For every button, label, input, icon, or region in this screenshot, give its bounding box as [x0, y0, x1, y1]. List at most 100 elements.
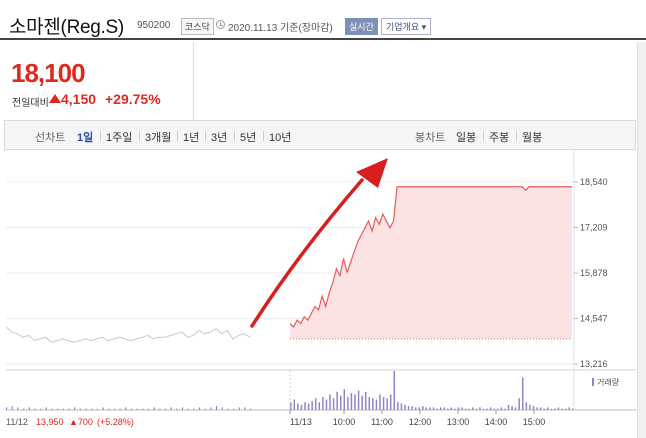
- x-tick-label: 15:00: [523, 417, 546, 427]
- volume-legend: 거래량: [592, 377, 620, 387]
- volume-bar: [293, 399, 296, 410]
- x-tick-label: 10:00: [333, 417, 356, 427]
- volume-bar: [332, 398, 335, 410]
- y-axis: 18,540 17,209 15,878 14,547 13,216: [574, 177, 608, 369]
- volume-bar: [51, 408, 53, 410]
- volume-bar: [464, 408, 467, 410]
- volume-bar: [568, 407, 570, 410]
- volume-bar: [322, 397, 324, 410]
- volume-bar: [227, 408, 229, 410]
- x-tick-label: 12:00: [409, 417, 432, 427]
- volume-bar: [142, 408, 144, 410]
- volume-bar: [518, 398, 520, 410]
- volume-bar: [364, 391, 367, 410]
- candle-chart-label: 봉차트: [415, 132, 446, 144]
- volume-bar: [511, 406, 513, 410]
- volume-bar: [425, 407, 428, 410]
- volume-bar: [450, 407, 453, 410]
- volume-bar: [507, 404, 510, 410]
- volume-bar: [572, 408, 574, 410]
- x-axis: 11/13 10:00 11:00 12:00 13:00 14:00 15:00: [289, 370, 546, 427]
- stock-code: 950200: [137, 20, 171, 31]
- tab-weekly-candle[interactable]: 주봉: [489, 132, 510, 144]
- prev-day-close: 13,950: [36, 417, 64, 427]
- volume-bar: [204, 408, 206, 410]
- volume-bars: [6, 371, 574, 410]
- volume-bar: [102, 407, 104, 410]
- price-chart[interactable]: 18,540 17,209 15,878 14,547 13,216 11/13 10:0…: [0, 150, 646, 438]
- tab-10year[interactable]: 10년: [269, 132, 292, 144]
- scrollbar[interactable]: [637, 42, 646, 438]
- annotation-arrow-shaft: [250, 178, 364, 328]
- volume-bar: [357, 390, 360, 410]
- tab-monthly-candle[interactable]: 월봉: [522, 132, 543, 144]
- volume-bar: [543, 408, 545, 410]
- volume-bar: [187, 408, 189, 410]
- tab-daily-candle[interactable]: 일봉: [456, 132, 477, 144]
- volume-bar: [564, 408, 567, 410]
- volume-bar: [411, 406, 413, 410]
- volume-legend-swatch: [592, 378, 594, 386]
- separator: [177, 131, 178, 141]
- volume-bar: [436, 408, 438, 410]
- separator: [483, 131, 484, 141]
- volume-bar: [468, 408, 470, 410]
- prev-day-price-line: [5, 326, 251, 343]
- volume-bar: [325, 399, 328, 410]
- volume-bar: [181, 407, 184, 410]
- prev-day-date: 11/12: [6, 417, 28, 427]
- y-tick-label: 17,209: [580, 223, 608, 233]
- separator: [234, 131, 235, 141]
- volume-bar: [85, 408, 87, 410]
- volume-bar: [314, 398, 317, 410]
- volume-bar: [221, 407, 223, 410]
- volume-bar: [250, 408, 252, 410]
- tab-3year[interactable]: 3년: [211, 132, 228, 144]
- volume-bar: [198, 407, 201, 410]
- volume-bar: [432, 407, 435, 410]
- volume-bar: [522, 377, 524, 410]
- volume-bar: [336, 391, 338, 410]
- volume-bar: [244, 407, 246, 410]
- volume-bar: [153, 407, 155, 410]
- volume-bar: [40, 408, 42, 410]
- volume-bar: [447, 408, 449, 410]
- volume-bar: [300, 404, 303, 410]
- volume-bar: [557, 407, 560, 410]
- tab-1week[interactable]: 1주일: [106, 132, 133, 144]
- volume-bar: [479, 407, 481, 410]
- stock-name: 소마젠(Reg.S): [9, 17, 124, 38]
- right-panel: [194, 42, 636, 120]
- company-info-button[interactable]: 기업개요 ▾: [381, 18, 432, 35]
- tab-5year[interactable]: 5년: [240, 132, 257, 144]
- volume-bar: [532, 406, 535, 410]
- y-tick-label: 13,216: [580, 359, 608, 369]
- volume-bar: [504, 408, 506, 410]
- y-tick-label: 14,547: [580, 314, 608, 324]
- volume-bar: [429, 407, 431, 410]
- volume-bar: [500, 407, 503, 410]
- volume-bar: [130, 408, 133, 410]
- volume-bar: [74, 407, 76, 410]
- volume-bar: [361, 395, 363, 410]
- separator: [263, 131, 264, 141]
- y-tick-label: 15,878: [580, 268, 608, 278]
- prev-day-change: ▲700: [69, 417, 93, 427]
- tab-3month[interactable]: 3개월: [145, 132, 172, 144]
- tab-1year[interactable]: 1년: [183, 132, 200, 144]
- volume-bar: [461, 407, 463, 410]
- y-tick-label: 18,540: [580, 177, 608, 187]
- volume-bar: [318, 402, 321, 410]
- volume-bar: [339, 395, 342, 410]
- volume-bar: [547, 407, 549, 410]
- tab-1day[interactable]: 1일: [77, 132, 94, 144]
- volume-bar: [414, 407, 417, 410]
- volume-bar: [210, 407, 212, 410]
- volume-bar: [514, 407, 517, 410]
- separator: [139, 131, 140, 141]
- volume-bar: [23, 408, 25, 410]
- annotation-arrow: [250, 158, 388, 328]
- volume-bar: [62, 408, 64, 410]
- volume-bar: [28, 407, 30, 410]
- realtime-button[interactable]: 실시간: [345, 18, 378, 35]
